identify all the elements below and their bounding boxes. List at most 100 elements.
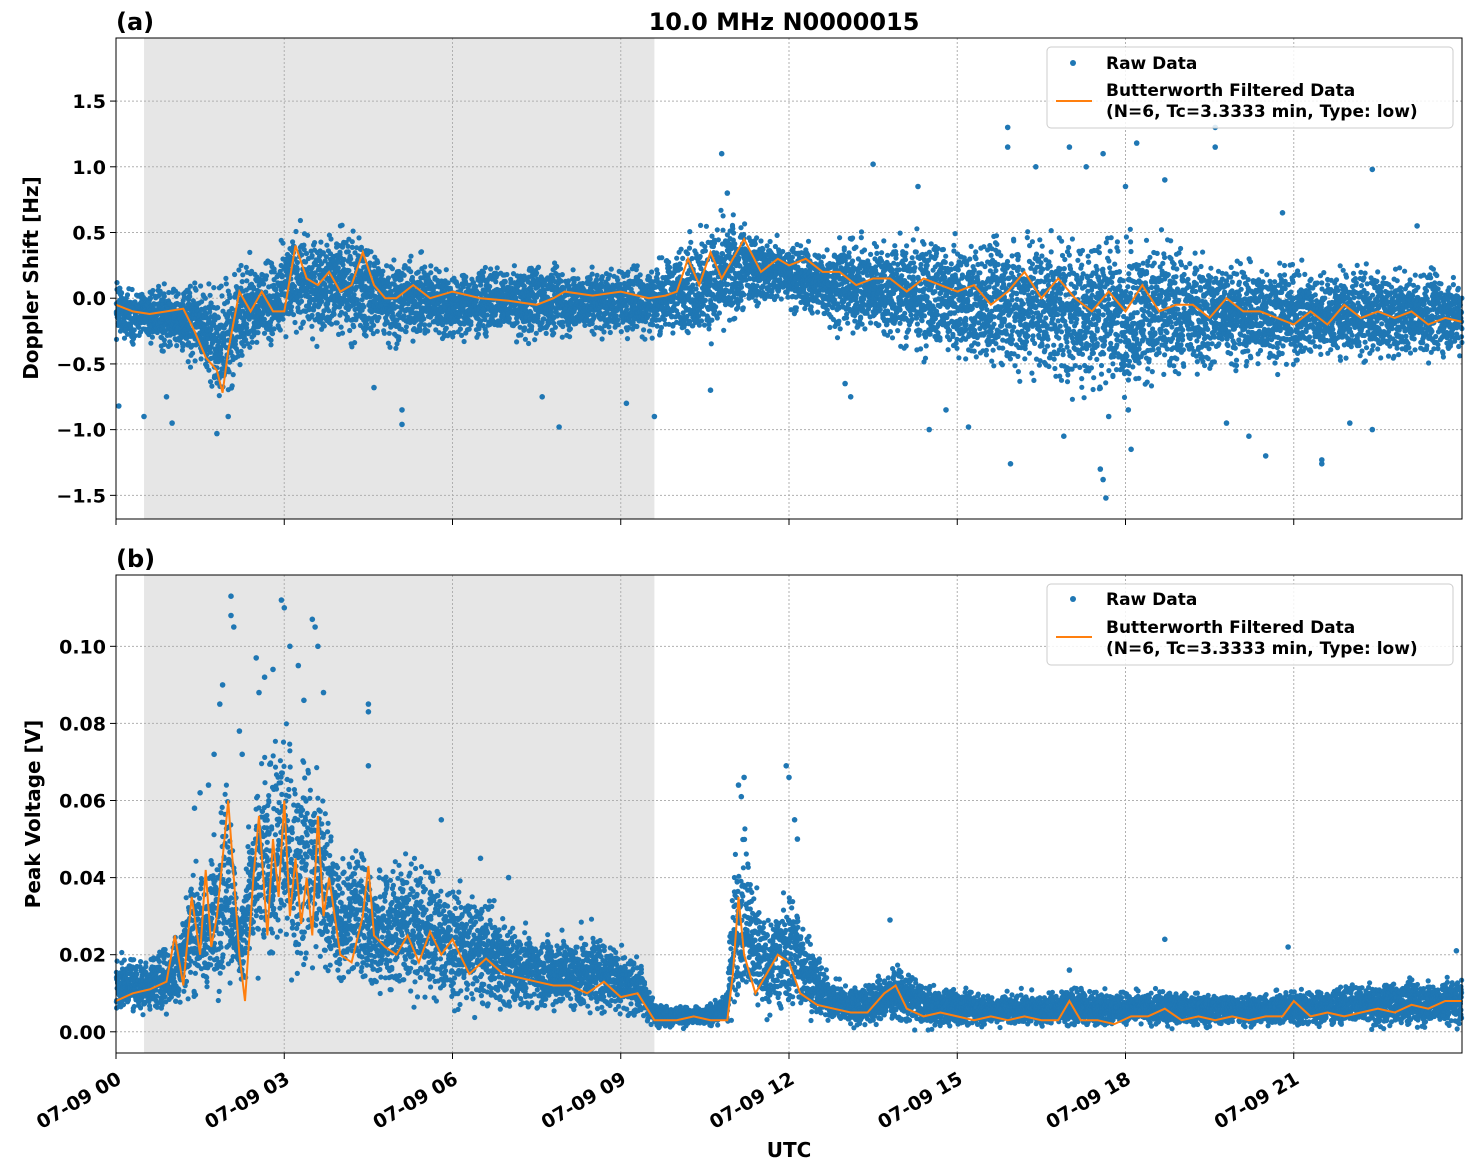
raw-data-point [156,283,162,289]
panel-a: (a) −1.5−1.0−0.50.00.51.01.5 Doppler Shi… [19,8,1465,525]
raw-data-point [428,270,434,276]
raw-data-point [160,348,166,354]
raw-data-point [352,340,358,346]
raw-data-point [117,285,123,291]
raw-data-point [239,279,245,285]
raw-data-point [237,362,243,368]
raw-data-point [473,283,479,290]
raw-data-point [289,304,295,310]
raw-data-point [666,259,672,265]
raw-data-point [457,326,463,332]
raw-data-point [789,254,796,260]
raw-data-point [277,327,283,333]
raw-data-point [283,334,289,340]
raw-data-point [654,312,660,318]
raw-data-point [709,317,715,323]
raw-data-point [774,293,780,299]
raw-data-point [713,304,719,310]
raw-data-point [297,217,303,224]
raw-data-point [268,342,274,348]
raw-data-point [703,223,710,229]
raw-data-point [371,322,377,328]
raw-data-point [205,336,211,342]
raw-data-point [532,337,538,343]
raw-data-point [198,283,204,289]
raw-data-point [805,253,811,259]
raw-data-point [480,269,487,275]
raw-data-point [229,383,235,389]
panel-a-label: (a) [116,8,154,36]
raw-data-point [364,321,370,328]
raw-data-point [718,207,724,213]
raw-data-point [280,240,286,246]
raw-data-point [483,333,489,339]
raw-data-point [428,263,434,269]
raw-data-point [339,330,346,336]
raw-data-point [760,246,766,252]
raw-data-point [552,324,559,330]
raw-data-point [533,330,539,336]
raw-data-point [732,241,738,247]
raw-data-point [292,319,298,326]
raw-data-point [129,286,135,293]
raw-data-point [218,283,224,289]
raw-data-point [551,330,557,336]
raw-data-point [174,343,180,349]
raw-data-point [254,339,260,345]
raw-data-point [582,322,588,328]
raw-data-point [730,226,736,232]
raw-data-point [484,312,490,318]
raw-data-point [689,255,695,262]
raw-data-point [293,329,299,335]
raw-data-point [618,329,624,335]
raw-data-point [386,330,392,336]
raw-data-point [482,264,488,271]
raw-data-point [186,340,192,346]
raw-data-point [385,275,391,281]
raw-data-point [606,324,612,330]
raw-data-point [241,343,247,349]
raw-data-point [659,255,665,261]
raw-data-point [312,240,318,246]
raw-data-point [298,298,305,304]
raw-data-point [677,261,683,267]
raw-data-point [207,292,213,298]
raw-data-point [249,268,255,274]
raw-data-point [687,229,693,235]
raw-data-point [401,272,407,278]
raw-data-point [642,336,648,342]
raw-data-point [305,232,311,238]
raw-data-point [732,315,738,321]
raw-data-point [475,331,481,337]
raw-data-point [280,316,286,322]
raw-data-point [615,277,621,283]
raw-data-point [207,379,214,385]
raw-data-point [425,328,431,334]
raw-data-point [243,337,249,343]
raw-data-point [487,283,493,290]
raw-data-point [181,342,187,348]
raw-data-point [685,251,691,257]
raw-data-point [130,341,136,347]
raw-data-point [253,291,259,298]
raw-data-point [351,292,357,298]
raw-data-point [294,259,300,266]
raw-data-point [309,323,315,329]
raw-data-point [793,305,800,311]
raw-data-point [376,314,382,321]
raw-data-point [211,285,217,291]
raw-data-point [526,340,532,347]
raw-data-point [290,312,297,318]
raw-data-point [641,327,647,333]
raw-data-point [193,287,199,293]
raw-data-point [328,321,335,327]
raw-data-point [301,242,307,248]
raw-data-point [461,338,467,345]
raw-data-point [326,308,332,314]
raw-data-point [698,222,704,228]
raw-data-point [291,283,297,289]
raw-data-point [157,288,163,294]
raw-data-point [309,312,315,318]
raw-data-point [607,329,613,336]
raw-data-point [693,286,699,292]
